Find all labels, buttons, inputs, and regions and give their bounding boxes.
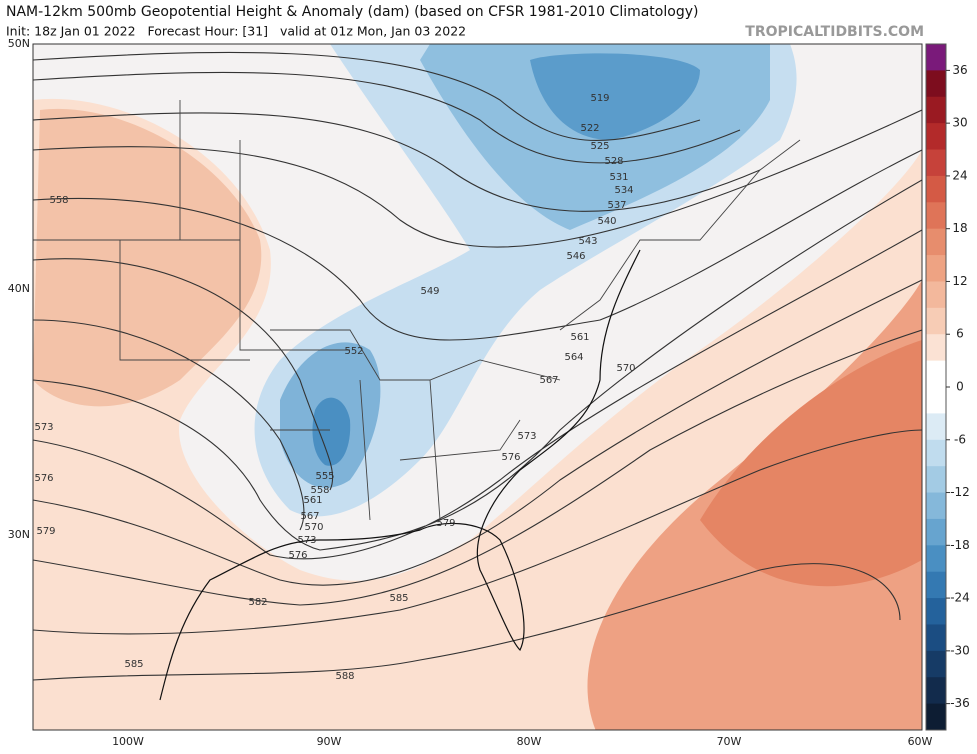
contour-label: 573	[34, 422, 53, 433]
lon-label: 70W	[717, 735, 742, 748]
contour-label: 576	[288, 550, 307, 561]
colorbar-segment	[926, 70, 946, 98]
colorbar-segment	[926, 360, 946, 388]
contour-label: 531	[609, 172, 628, 183]
contour-label: 564	[564, 352, 583, 363]
colorbar-segment	[926, 123, 946, 151]
contour-label: 576	[501, 452, 520, 463]
contour-label: 528	[604, 156, 623, 167]
colorbar-segment	[926, 413, 946, 441]
contour-label: 570	[304, 522, 323, 533]
contour-label: 576	[34, 473, 53, 484]
lon-label: 100W	[112, 735, 144, 748]
subtitle: Init: 18z Jan 01 2022 Forecast Hour: [31…	[6, 24, 466, 39]
cold-anomaly	[312, 397, 351, 466]
colorbar-segment	[926, 334, 946, 362]
colorbar-segment	[926, 571, 946, 599]
contour-label: 579	[436, 518, 455, 529]
contour-label: 567	[300, 511, 319, 522]
colorbar-segment	[926, 281, 946, 309]
colorbar-segment	[926, 307, 946, 335]
warm-anomaly	[33, 108, 262, 407]
coastline	[159, 249, 641, 701]
contour-label: 573	[297, 535, 316, 546]
colorbar-segment	[926, 518, 946, 546]
contour-label: 567	[539, 375, 558, 386]
colorbar-label: -6	[954, 432, 966, 446]
lat-label: 40N	[8, 282, 30, 295]
contour-label: 552	[344, 346, 363, 357]
colorbar-segment	[926, 202, 946, 230]
contour-label: 582	[248, 597, 267, 608]
contour-label: 561	[570, 332, 589, 343]
colorbar-segment	[926, 228, 946, 256]
colorbar-label: -24	[950, 591, 970, 605]
lon-label: 60W	[908, 735, 933, 748]
contour-label: 585	[124, 659, 143, 670]
colorbar-label: -30	[950, 643, 970, 657]
colorbar-segment	[926, 598, 946, 625]
colorbar-segment	[926, 149, 946, 177]
colorbar-label: -12	[950, 485, 970, 499]
colorbar-segment	[926, 466, 946, 494]
colorbar-label: 12	[952, 274, 967, 288]
contour-label: 588	[335, 671, 354, 682]
cold-anomaly	[530, 53, 700, 140]
contour-label: 537	[607, 200, 626, 211]
colorbar-label: -18	[950, 538, 970, 552]
colorbar-segment	[926, 624, 946, 652]
contour-label: 579	[36, 526, 55, 537]
colorbar-label: 6	[956, 327, 964, 341]
lat-label: 50N	[8, 37, 30, 50]
contour-label: 561	[303, 495, 322, 506]
warm-anomaly	[700, 340, 922, 587]
contour-label: 558	[49, 195, 68, 206]
contour-label: 570	[616, 363, 635, 374]
colorbar-segment	[926, 387, 946, 414]
colorbar-segment	[926, 492, 946, 520]
lat-label: 30N	[8, 528, 30, 541]
contour-label: 558	[310, 485, 329, 496]
colorbar-label: 36	[952, 63, 967, 77]
colorbar-segment	[926, 175, 946, 203]
colorbar-segment	[926, 703, 946, 731]
contour-label: 540	[597, 216, 616, 227]
contour-label: 525	[590, 141, 609, 152]
map	[32, 43, 923, 731]
lon-label: 80W	[517, 735, 542, 748]
contour-label: 546	[566, 251, 585, 262]
contour-label: 522	[580, 123, 599, 134]
colorbar-segment	[926, 677, 946, 705]
colorbar-segment	[926, 44, 946, 71]
contour-label: 585	[389, 593, 408, 604]
contour-label: 534	[614, 185, 633, 196]
colorbar-label: 18	[952, 221, 967, 235]
colorbar-label: -36	[950, 696, 970, 710]
colorbar-segment	[926, 545, 946, 573]
colorbar-segment	[926, 255, 946, 282]
colorbar-segment	[926, 96, 946, 124]
contour-label: 555	[315, 471, 334, 482]
colorbar-segment	[926, 650, 946, 678]
labels: 50N 40N 30N 100W 90W 80W 70W 60W 519 522 525 528 531…	[8, 37, 970, 748]
colorbar-label: 24	[952, 168, 967, 182]
title: NAM-12km 500mb Geopotential Height & Ano…	[6, 4, 698, 20]
contour-label: 573	[517, 431, 536, 442]
contour-label: 519	[590, 93, 609, 104]
contour-label: 543	[578, 236, 597, 247]
lon-label: 90W	[317, 735, 342, 748]
colorbar-segment	[926, 439, 946, 467]
map-frame	[32, 43, 923, 731]
state-borders	[33, 100, 801, 521]
contour-label: 549	[420, 286, 439, 297]
colorbar-label: 30	[952, 116, 967, 130]
watermark: TROPICALTIDBITS.COM	[745, 24, 924, 40]
colorbar-label: 0	[956, 380, 964, 394]
